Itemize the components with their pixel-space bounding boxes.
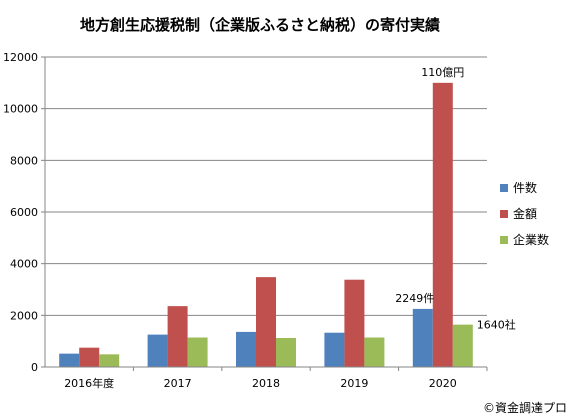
bar-金額-2016年度 bbox=[79, 347, 100, 367]
bar-企業数-2016年度 bbox=[99, 354, 120, 367]
x-category-label: 2019 bbox=[340, 377, 368, 390]
y-tick-label: 6000 bbox=[10, 206, 38, 219]
y-tick-label: 10000 bbox=[3, 103, 38, 116]
x-category-label: 2020 bbox=[429, 377, 457, 390]
bar-金額-2020 bbox=[432, 82, 453, 367]
bars-layer bbox=[59, 82, 473, 367]
bar-件数-2018 bbox=[236, 331, 256, 367]
bar-金額-2017 bbox=[167, 306, 188, 367]
x-category-label: 2017 bbox=[164, 377, 192, 390]
bar-企業数-2019 bbox=[364, 337, 385, 367]
chart-title: 地方創生応援税制（企業版ふるさと納税）の寄付実績 bbox=[79, 16, 440, 34]
annotation-label: 1640社 bbox=[477, 318, 516, 332]
bar-金額-2019 bbox=[344, 279, 365, 367]
axis-layer: 0 2000 4000 6000 8000 10000 12000 2016年度 2017 201… bbox=[3, 51, 488, 390]
legend-label: 企業数 bbox=[513, 232, 549, 247]
annotation-label: 2249件 bbox=[395, 292, 434, 305]
legend-label: 件数 bbox=[513, 180, 537, 195]
copyright-credit: ©資金調達プロ bbox=[482, 401, 567, 415]
bar-件数-2017 bbox=[147, 334, 168, 367]
grid-layer bbox=[45, 56, 487, 316]
y-tick-label: 2000 bbox=[10, 309, 38, 322]
y-tick-label: 4000 bbox=[10, 258, 38, 271]
annotation-layer: 110億円 2249件 1640社 bbox=[395, 66, 516, 332]
bar-企業数-2020 bbox=[452, 324, 473, 367]
bar-件数-2020 bbox=[412, 308, 433, 367]
y-tick-label: 12000 bbox=[3, 51, 38, 64]
bar-企業数-2017 bbox=[187, 337, 208, 367]
legend-swatch bbox=[500, 210, 508, 218]
x-category-label: 2016年度 bbox=[64, 376, 114, 390]
bar-金額-2018 bbox=[256, 277, 276, 367]
bar-件数-2016年度 bbox=[59, 353, 80, 367]
legend-label: 金額 bbox=[513, 206, 537, 221]
y-tick-label: 8000 bbox=[10, 154, 38, 167]
annotation-label: 110億円 bbox=[421, 66, 464, 79]
x-category-label: 2018 bbox=[252, 377, 280, 390]
legend-swatch bbox=[500, 184, 508, 192]
bar-件数-2019 bbox=[324, 332, 345, 367]
y-tick-label: 0 bbox=[31, 361, 38, 374]
legend-swatch bbox=[500, 236, 508, 244]
bar-企業数-2018 bbox=[276, 338, 296, 367]
